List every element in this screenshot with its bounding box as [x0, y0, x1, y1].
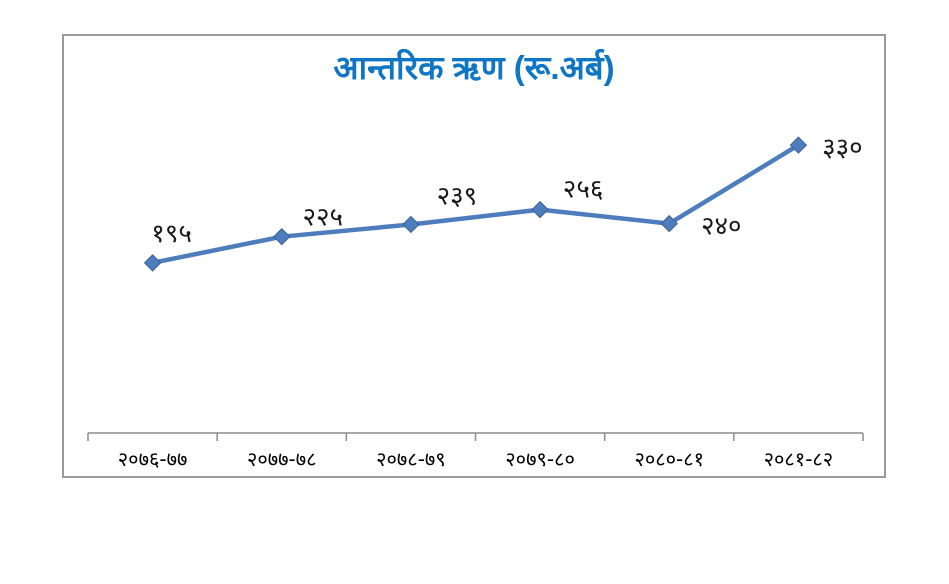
data-point-marker — [660, 214, 678, 233]
data-value-label: २५६ — [563, 175, 604, 205]
data-value-label: २२५ — [302, 203, 343, 233]
data-value-label: २४० — [701, 212, 742, 242]
x-tick-label: २०७९-८० — [505, 447, 575, 471]
series-line — [150, 142, 801, 266]
x-tick-label: २०८०-८१ — [634, 447, 704, 471]
x-tick-label: २०८१-८२ — [764, 447, 834, 471]
line-chart-plot: २०७६-७७ २०७७-७८ २०७८-७९ २०७९-८० २०८०-८१ २०८१-… — [87, 133, 864, 471]
x-tick-label: २०७७-७८ — [247, 447, 317, 471]
data-value-label: ३३० — [822, 133, 863, 163]
data-point-marker — [402, 215, 420, 234]
data-point-marker — [531, 200, 549, 219]
data-point-marker — [143, 254, 162, 272]
chart-title: आन्तरिक ऋण (रू.अर्ब) — [333, 49, 615, 86]
x-tick-label: २०७६-७७ — [118, 447, 188, 471]
data-value-label: २३९ — [437, 181, 478, 211]
data-point-marker — [273, 227, 291, 246]
x-tick-label: २०७८-७९ — [376, 447, 446, 471]
data-point-marker — [789, 136, 808, 154]
data-value-label: १९५ — [151, 219, 192, 249]
chart-frame: आन्तरिक ऋण (रू.अर्ब) २०७६-७७ २०७७-७८ २०७८-… — [62, 34, 886, 478]
